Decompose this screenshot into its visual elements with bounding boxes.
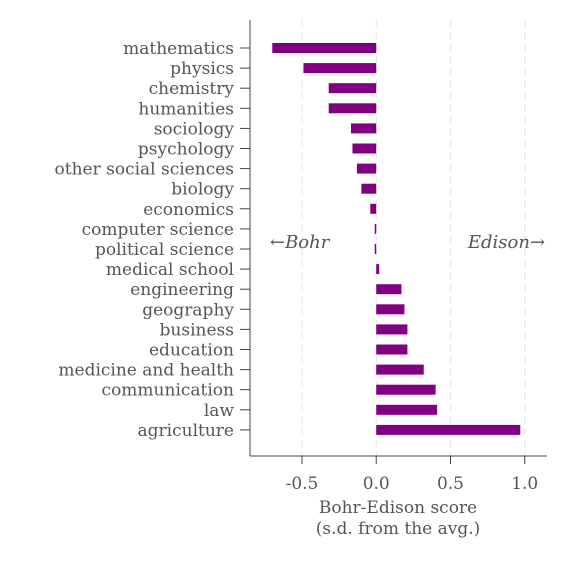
bar-medicine-and-health xyxy=(376,364,424,375)
x-axis-title-line1: Bohr-Edison score xyxy=(319,498,477,518)
category-label: chemistry xyxy=(149,79,235,99)
category-label: engineering xyxy=(130,280,234,300)
bar-medical-school xyxy=(376,264,380,275)
x-tick-label: -0.5 xyxy=(286,474,319,494)
annotation-bohr: ←Bohr xyxy=(270,232,331,253)
category-label: other social sciences xyxy=(55,160,235,180)
x-tick-label: 0.5 xyxy=(437,474,464,494)
bar-humanities xyxy=(328,103,377,114)
bar-law xyxy=(376,404,438,415)
bar-engineering xyxy=(376,284,402,295)
category-label: economics xyxy=(143,200,234,220)
category-label: geography xyxy=(142,300,234,320)
x-tick-label: 1.0 xyxy=(511,474,538,494)
bar-mathematics xyxy=(272,43,377,53)
category-label: humanities xyxy=(138,99,234,119)
bar-economics xyxy=(370,203,377,214)
x-axis-title-line2: (s.d. from the avg.) xyxy=(316,519,481,539)
bar-communication xyxy=(376,384,436,395)
category-label: communication xyxy=(102,381,234,401)
bar-chemistry xyxy=(328,83,377,94)
bars xyxy=(272,43,521,435)
category-label: computer science xyxy=(82,220,234,240)
bar-psychology xyxy=(352,143,377,154)
category-labels: mathematicsphysicschemistryhumanitiessoc… xyxy=(55,39,235,441)
category-label: business xyxy=(160,320,234,340)
bar-sociology xyxy=(350,123,377,134)
category-label: psychology xyxy=(138,140,234,160)
axes xyxy=(240,20,547,457)
gridlines xyxy=(301,20,526,456)
bar-other-social-sciences xyxy=(356,163,377,174)
category-label: political science xyxy=(95,240,234,260)
category-label: physics xyxy=(170,59,234,79)
category-label: biology xyxy=(171,180,234,200)
bar-physics xyxy=(303,63,377,74)
category-label: medical school xyxy=(106,260,234,280)
x-ticks: -0.5 0.0 0.5 1.0 xyxy=(286,456,538,494)
category-label: sociology xyxy=(154,119,235,139)
bar-political-science xyxy=(374,244,377,254)
category-label: mathematics xyxy=(123,39,234,59)
category-label: medicine and health xyxy=(58,361,234,381)
category-label: law xyxy=(204,401,235,421)
bar-agriculture xyxy=(376,424,521,435)
bar-computer-science xyxy=(374,223,377,234)
annotation-edison: Edison→ xyxy=(467,232,545,253)
bar-education xyxy=(376,344,408,355)
bar-business xyxy=(376,324,408,335)
x-tick-label: 0.0 xyxy=(363,474,390,494)
category-label: agriculture xyxy=(138,421,234,441)
bar-biology xyxy=(361,183,377,194)
category-label: education xyxy=(149,341,234,361)
bar-geography xyxy=(376,304,405,315)
